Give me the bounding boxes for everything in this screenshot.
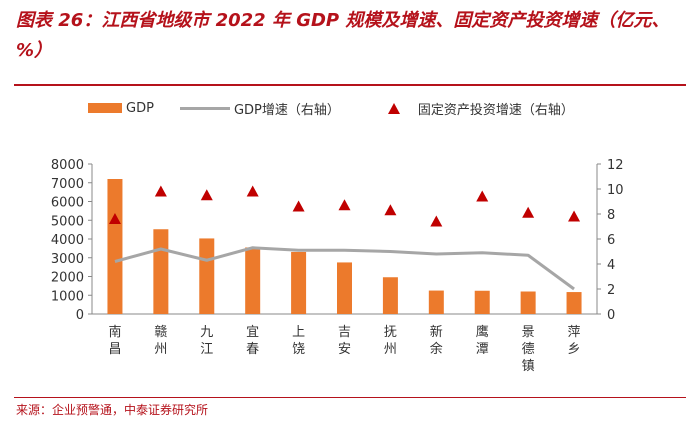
marker-fai-growth bbox=[292, 200, 305, 212]
bar-gdp bbox=[153, 229, 169, 314]
x-category-label: 萍乡 bbox=[568, 325, 581, 357]
marker-fai-growth bbox=[568, 210, 581, 222]
x-category-label: 抚州 bbox=[384, 325, 397, 357]
x-category-label: 新余 bbox=[430, 324, 443, 357]
y-right-tick-label: 0 bbox=[607, 308, 615, 323]
bar-gdp bbox=[428, 290, 444, 314]
legend-gdp-growth-swatch bbox=[179, 106, 230, 110]
bar-gdp bbox=[337, 262, 352, 314]
bar-gdp bbox=[245, 247, 261, 314]
bar-gdp bbox=[566, 292, 582, 314]
x-category-label: 吉安 bbox=[338, 325, 351, 357]
y-left-tick-label: 5000 bbox=[51, 214, 84, 229]
legend-gdp-growth: GDP增速（右轴） bbox=[179, 99, 340, 118]
y-right-tick-label: 12 bbox=[607, 158, 624, 173]
source-divider bbox=[14, 397, 686, 398]
y-left-tick-label: 4000 bbox=[51, 233, 84, 248]
marker-fai-growth bbox=[384, 204, 397, 216]
x-category-label: 鹰潭 bbox=[476, 324, 489, 357]
x-category-label: 赣州 bbox=[154, 325, 167, 357]
bar-gdp bbox=[382, 277, 398, 314]
chart-title: 图表 26：江西省地级市 2022 年 GDP 规模及增速、固定资产投资增速（亿… bbox=[16, 10, 670, 61]
legend: GDP GDP增速（右轴） 固定资产投资增速（右轴） bbox=[88, 98, 600, 118]
legend-gdp-label: GDP bbox=[126, 100, 154, 116]
x-category-label: 上饶 bbox=[292, 325, 305, 357]
legend-gdp-swatch bbox=[88, 103, 122, 113]
bar-gdp bbox=[291, 251, 307, 314]
legend-gdp: GDP bbox=[88, 101, 154, 116]
marker-fai-growth bbox=[338, 199, 351, 211]
legend-fai-growth: 固定资产投资增速（右轴） bbox=[366, 99, 574, 118]
y-left-tick-label: 2000 bbox=[51, 271, 84, 286]
y-left-tick-label: 6000 bbox=[51, 196, 84, 211]
x-category-label: 宜春 bbox=[246, 325, 259, 357]
y-left-tick-label: 7000 bbox=[51, 177, 84, 192]
legend-gdp-growth-label: GDP增速（右轴） bbox=[233, 102, 340, 118]
marker-fai-growth bbox=[154, 185, 167, 197]
x-category-label: 南昌 bbox=[108, 324, 121, 357]
bar-gdp bbox=[474, 290, 490, 314]
legend-fai-growth-marker-icon bbox=[387, 102, 400, 114]
marker-fai-growth bbox=[108, 213, 121, 224]
x-category-label: 九江 bbox=[200, 325, 213, 357]
marker-fai-growth bbox=[246, 185, 259, 197]
source-note: 来源：企业预警通，中泰证券研究所 bbox=[16, 403, 209, 417]
marker-fai-growth bbox=[522, 206, 535, 218]
bar-gdp bbox=[199, 238, 215, 314]
y-right-tick-label: 4 bbox=[607, 258, 615, 273]
marker-fai-growth bbox=[200, 189, 213, 201]
marker-fai-growth bbox=[476, 190, 489, 202]
bar-gdp bbox=[520, 291, 536, 314]
chart-plot: 0 1000 2000 3000 4000 5000 6000 7000 8000 0 2 4 6 8 10… bbox=[51, 158, 624, 374]
title-divider bbox=[14, 84, 686, 86]
y-right-tick-label: 2 bbox=[607, 283, 615, 298]
y-left-tick-label: 8000 bbox=[51, 158, 84, 173]
legend-fai-growth-label: 固定资产投资增速（右轴） bbox=[417, 102, 574, 118]
y-right-tick-label: 6 bbox=[607, 233, 615, 248]
y-left-tick-label: 3000 bbox=[51, 252, 84, 267]
y-left-tick-label: 1000 bbox=[51, 289, 84, 304]
y-left-tick-label: 0 bbox=[76, 308, 84, 323]
marker-fai-growth bbox=[430, 215, 443, 227]
bar-gdp bbox=[107, 179, 123, 314]
x-category-label: 景德镇 bbox=[522, 325, 535, 374]
line-gdp-growth bbox=[114, 246, 575, 291]
y-right-tick-label: 8 bbox=[607, 208, 615, 223]
y-right-tick-label: 10 bbox=[607, 183, 624, 198]
